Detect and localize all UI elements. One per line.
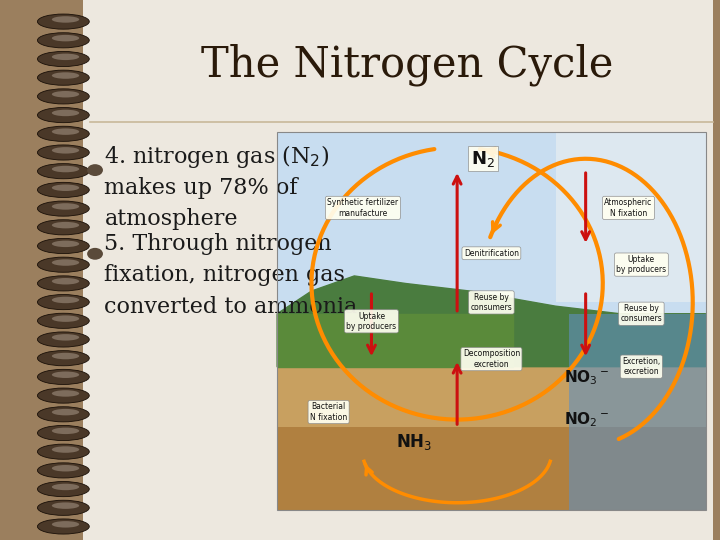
Ellipse shape [52, 147, 79, 153]
Ellipse shape [52, 465, 79, 471]
Text: Uptake
by producers: Uptake by producers [346, 312, 397, 331]
Ellipse shape [52, 166, 79, 172]
Ellipse shape [37, 294, 89, 309]
Ellipse shape [52, 502, 79, 509]
FancyBboxPatch shape [569, 314, 706, 510]
Ellipse shape [52, 428, 79, 434]
Ellipse shape [52, 296, 79, 303]
Ellipse shape [52, 315, 79, 322]
FancyBboxPatch shape [277, 427, 706, 510]
Ellipse shape [37, 388, 89, 403]
Ellipse shape [37, 107, 89, 123]
Ellipse shape [37, 369, 89, 384]
Ellipse shape [37, 482, 89, 497]
Ellipse shape [37, 33, 89, 48]
Ellipse shape [37, 519, 89, 534]
Ellipse shape [37, 201, 89, 216]
Ellipse shape [52, 353, 79, 359]
Text: Bacterial
N fixation: Bacterial N fixation [310, 402, 347, 422]
FancyBboxPatch shape [83, 0, 713, 540]
Text: Reuse by
consumers: Reuse by consumers [471, 293, 512, 312]
Ellipse shape [37, 257, 89, 272]
Ellipse shape [52, 16, 79, 23]
Circle shape [87, 164, 103, 176]
Ellipse shape [52, 203, 79, 210]
Text: Reuse by
consumers: Reuse by consumers [621, 304, 662, 323]
Text: NO$_3$$^-$: NO$_3$$^-$ [564, 369, 609, 387]
Ellipse shape [37, 444, 89, 459]
Ellipse shape [37, 239, 89, 254]
Ellipse shape [52, 222, 79, 228]
Ellipse shape [52, 521, 79, 528]
Ellipse shape [37, 313, 89, 328]
Ellipse shape [37, 70, 89, 85]
FancyBboxPatch shape [556, 132, 706, 302]
Text: Denitrification: Denitrification [464, 249, 519, 258]
Text: Decomposition
excretion: Decomposition excretion [463, 349, 520, 369]
Text: NO$_2$$^-$: NO$_2$$^-$ [564, 410, 609, 429]
Ellipse shape [52, 409, 79, 415]
Ellipse shape [52, 278, 79, 285]
Ellipse shape [37, 183, 89, 198]
Text: 4. nitrogen gas (N$_2$): 4. nitrogen gas (N$_2$) [104, 143, 330, 170]
Ellipse shape [37, 51, 89, 66]
Ellipse shape [52, 241, 79, 247]
Ellipse shape [52, 372, 79, 378]
Ellipse shape [52, 35, 79, 42]
Ellipse shape [52, 390, 79, 397]
Ellipse shape [52, 129, 79, 135]
FancyBboxPatch shape [277, 367, 706, 510]
FancyBboxPatch shape [0, 0, 79, 540]
Ellipse shape [52, 259, 79, 266]
Ellipse shape [37, 220, 89, 235]
Text: Synthetic fertilizer
manufacture: Synthetic fertilizer manufacture [328, 198, 398, 218]
Ellipse shape [37, 407, 89, 422]
Text: Excretion,
excretion: Excretion, excretion [622, 357, 660, 376]
FancyBboxPatch shape [277, 132, 706, 367]
Ellipse shape [37, 276, 89, 291]
Ellipse shape [37, 426, 89, 441]
Ellipse shape [37, 126, 89, 141]
Polygon shape [277, 276, 706, 367]
Ellipse shape [52, 91, 79, 98]
Text: converted to ammonia: converted to ammonia [104, 296, 358, 318]
Ellipse shape [52, 446, 79, 453]
Ellipse shape [37, 89, 89, 104]
Ellipse shape [52, 185, 79, 191]
Ellipse shape [52, 53, 79, 60]
Polygon shape [277, 314, 513, 367]
Text: The Nitrogen Cycle: The Nitrogen Cycle [201, 44, 613, 86]
Ellipse shape [37, 14, 89, 29]
Text: atmosphere: atmosphere [104, 208, 238, 230]
Ellipse shape [52, 110, 79, 116]
Text: Atmospheric
N fixation: Atmospheric N fixation [604, 198, 652, 218]
Circle shape [87, 248, 103, 260]
Ellipse shape [37, 332, 89, 347]
Text: N$_2$: N$_2$ [471, 148, 495, 169]
Ellipse shape [37, 350, 89, 366]
Ellipse shape [37, 463, 89, 478]
Text: NH$_3$: NH$_3$ [396, 432, 432, 453]
Ellipse shape [52, 72, 79, 79]
Ellipse shape [52, 334, 79, 341]
Text: Uptake
by producers: Uptake by producers [616, 255, 667, 274]
Ellipse shape [37, 164, 89, 179]
Ellipse shape [37, 500, 89, 515]
Ellipse shape [37, 145, 89, 160]
Text: makes up 78% of: makes up 78% of [104, 177, 298, 199]
Text: 5. Through nitrogen: 5. Through nitrogen [104, 233, 332, 255]
Ellipse shape [52, 484, 79, 490]
Text: fixation, nitrogen gas: fixation, nitrogen gas [104, 265, 346, 286]
